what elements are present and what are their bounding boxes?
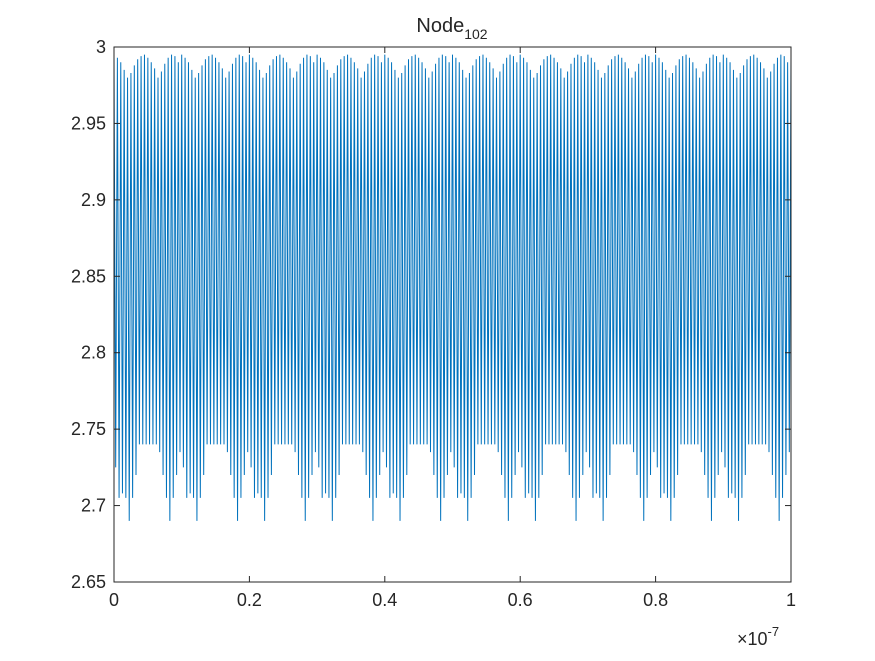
x-tick-label: 0.2 <box>237 590 262 610</box>
series-line-0 <box>114 54 791 521</box>
chart-title-subscript: 102 <box>464 26 488 42</box>
y-tick-label: 2.8 <box>81 343 106 363</box>
y-tick-label: 2.65 <box>71 572 106 592</box>
x-axis-exponent-power: -7 <box>768 624 780 639</box>
y-tick-label: 3 <box>96 37 106 57</box>
tick-layer: 0 0.2 0.4 0.6 0.8 1 2.65 2.7 2.75 2.8 2.85 2.9 2.95 3 <box>71 37 796 610</box>
x-axis-exponent-base: ×10 <box>737 629 768 649</box>
chart-title-main: Node <box>416 15 464 37</box>
y-tick-label: 2.95 <box>71 113 106 133</box>
x-axis-exponent: ×10-7 <box>737 624 779 649</box>
chart-title: Node102 <box>416 15 487 42</box>
x-tick-label: 0 <box>109 590 119 610</box>
y-tick-label: 2.85 <box>71 266 106 286</box>
x-tick-label: 0.8 <box>643 590 668 610</box>
x-tick-label: 1 <box>786 590 796 610</box>
axes-box <box>113 46 792 583</box>
y-tick-label: 2.75 <box>71 419 106 439</box>
x-tick-label: 0.6 <box>508 590 533 610</box>
y-tick-label: 2.7 <box>81 496 106 516</box>
x-tick-label: 0.4 <box>372 590 397 610</box>
series-layer <box>114 54 791 521</box>
y-tick-label: 2.9 <box>81 190 106 210</box>
